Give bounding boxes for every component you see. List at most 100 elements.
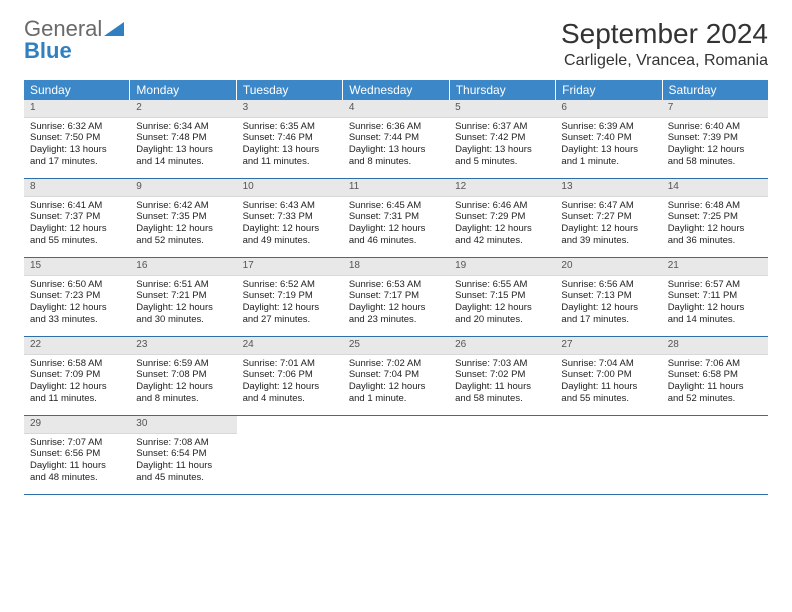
day-number: 28	[662, 337, 768, 355]
day-number: 12	[449, 179, 555, 197]
sunrise-line: Sunrise: 7:01 AM	[243, 358, 337, 370]
day-body: Sunrise: 6:51 AMSunset: 7:21 PMDaylight:…	[130, 276, 236, 333]
sunrise-line: Sunrise: 6:58 AM	[30, 358, 124, 370]
day-cell-empty	[343, 416, 449, 494]
sunrise-line: Sunrise: 6:37 AM	[455, 121, 549, 133]
day-body: Sunrise: 6:40 AMSunset: 7:39 PMDaylight:…	[662, 118, 768, 175]
day-cell: 8Sunrise: 6:41 AMSunset: 7:37 PMDaylight…	[24, 179, 130, 257]
day-body: Sunrise: 6:56 AMSunset: 7:13 PMDaylight:…	[555, 276, 661, 333]
weekday-header: Tuesday	[237, 80, 343, 100]
sunrise-line: Sunrise: 7:03 AM	[455, 358, 549, 370]
sunrise-line: Sunrise: 6:52 AM	[243, 279, 337, 291]
daylight-line: Daylight: 13 hours and 8 minutes.	[349, 144, 443, 168]
day-number: 22	[24, 337, 130, 355]
day-cell-empty	[555, 416, 661, 494]
daylight-line: Daylight: 13 hours and 5 minutes.	[455, 144, 549, 168]
sunrise-line: Sunrise: 6:39 AM	[561, 121, 655, 133]
day-cell: 19Sunrise: 6:55 AMSunset: 7:15 PMDayligh…	[449, 258, 555, 336]
daylight-line: Daylight: 12 hours and 17 minutes.	[561, 302, 655, 326]
day-cell: 6Sunrise: 6:39 AMSunset: 7:40 PMDaylight…	[555, 100, 661, 178]
weekday-header: Sunday	[24, 80, 130, 100]
sunset-line: Sunset: 7:35 PM	[136, 211, 230, 223]
day-number: 6	[555, 100, 661, 118]
sunrise-line: Sunrise: 6:36 AM	[349, 121, 443, 133]
sunset-line: Sunset: 7:09 PM	[30, 369, 124, 381]
sunrise-line: Sunrise: 7:07 AM	[30, 437, 124, 449]
daylight-line: Daylight: 11 hours and 55 minutes.	[561, 381, 655, 405]
sunrise-line: Sunrise: 7:06 AM	[668, 358, 762, 370]
day-body: Sunrise: 6:53 AMSunset: 7:17 PMDaylight:…	[343, 276, 449, 333]
day-number: 7	[662, 100, 768, 118]
day-body: Sunrise: 6:47 AMSunset: 7:27 PMDaylight:…	[555, 197, 661, 254]
day-cell: 12Sunrise: 6:46 AMSunset: 7:29 PMDayligh…	[449, 179, 555, 257]
day-cell-empty	[237, 416, 343, 494]
sunrise-line: Sunrise: 7:08 AM	[136, 437, 230, 449]
logo-triangle-icon	[104, 20, 124, 36]
day-cell: 9Sunrise: 6:42 AMSunset: 7:35 PMDaylight…	[130, 179, 236, 257]
day-number: 17	[237, 258, 343, 276]
sunset-line: Sunset: 6:54 PM	[136, 448, 230, 460]
daylight-line: Daylight: 12 hours and 11 minutes.	[30, 381, 124, 405]
day-number: 29	[24, 416, 130, 434]
day-cell: 14Sunrise: 6:48 AMSunset: 7:25 PMDayligh…	[662, 179, 768, 257]
day-body: Sunrise: 7:01 AMSunset: 7:06 PMDaylight:…	[237, 355, 343, 412]
sunrise-line: Sunrise: 7:02 AM	[349, 358, 443, 370]
day-number: 5	[449, 100, 555, 118]
daylight-line: Daylight: 13 hours and 1 minute.	[561, 144, 655, 168]
day-body: Sunrise: 6:57 AMSunset: 7:11 PMDaylight:…	[662, 276, 768, 333]
daylight-line: Daylight: 12 hours and 23 minutes.	[349, 302, 443, 326]
week-row: 22Sunrise: 6:58 AMSunset: 7:09 PMDayligh…	[24, 337, 768, 416]
day-cell: 23Sunrise: 6:59 AMSunset: 7:08 PMDayligh…	[130, 337, 236, 415]
sunset-line: Sunset: 7:31 PM	[349, 211, 443, 223]
day-cell: 17Sunrise: 6:52 AMSunset: 7:19 PMDayligh…	[237, 258, 343, 336]
day-cell: 20Sunrise: 6:56 AMSunset: 7:13 PMDayligh…	[555, 258, 661, 336]
weekday-header: Monday	[130, 80, 236, 100]
sunset-line: Sunset: 7:42 PM	[455, 132, 549, 144]
sunset-line: Sunset: 7:11 PM	[668, 290, 762, 302]
sunset-line: Sunset: 7:33 PM	[243, 211, 337, 223]
page-title: September 2024	[561, 18, 768, 50]
sunset-line: Sunset: 7:13 PM	[561, 290, 655, 302]
day-body: Sunrise: 7:03 AMSunset: 7:02 PMDaylight:…	[449, 355, 555, 412]
day-body: Sunrise: 6:39 AMSunset: 7:40 PMDaylight:…	[555, 118, 661, 175]
day-cell: 24Sunrise: 7:01 AMSunset: 7:06 PMDayligh…	[237, 337, 343, 415]
sunset-line: Sunset: 7:39 PM	[668, 132, 762, 144]
day-number: 11	[343, 179, 449, 197]
week-row: 8Sunrise: 6:41 AMSunset: 7:37 PMDaylight…	[24, 179, 768, 258]
day-cell-empty	[662, 416, 768, 494]
sunset-line: Sunset: 7:17 PM	[349, 290, 443, 302]
sunrise-line: Sunrise: 6:51 AM	[136, 279, 230, 291]
day-body: Sunrise: 7:06 AMSunset: 6:58 PMDaylight:…	[662, 355, 768, 412]
daylight-line: Daylight: 12 hours and 33 minutes.	[30, 302, 124, 326]
week-row: 29Sunrise: 7:07 AMSunset: 6:56 PMDayligh…	[24, 416, 768, 495]
daylight-line: Daylight: 12 hours and 20 minutes.	[455, 302, 549, 326]
day-body: Sunrise: 6:50 AMSunset: 7:23 PMDaylight:…	[24, 276, 130, 333]
sunset-line: Sunset: 7:19 PM	[243, 290, 337, 302]
sunset-line: Sunset: 6:56 PM	[30, 448, 124, 460]
day-number: 10	[237, 179, 343, 197]
day-number: 13	[555, 179, 661, 197]
daylight-line: Daylight: 12 hours and 14 minutes.	[668, 302, 762, 326]
daylight-line: Daylight: 12 hours and 46 minutes.	[349, 223, 443, 247]
day-cell: 10Sunrise: 6:43 AMSunset: 7:33 PMDayligh…	[237, 179, 343, 257]
day-cell: 29Sunrise: 7:07 AMSunset: 6:56 PMDayligh…	[24, 416, 130, 494]
day-cell: 2Sunrise: 6:34 AMSunset: 7:48 PMDaylight…	[130, 100, 236, 178]
day-body: Sunrise: 6:48 AMSunset: 7:25 PMDaylight:…	[662, 197, 768, 254]
daylight-line: Daylight: 12 hours and 58 minutes.	[668, 144, 762, 168]
sunset-line: Sunset: 7:48 PM	[136, 132, 230, 144]
day-cell: 28Sunrise: 7:06 AMSunset: 6:58 PMDayligh…	[662, 337, 768, 415]
sunset-line: Sunset: 7:06 PM	[243, 369, 337, 381]
day-cell-empty	[449, 416, 555, 494]
sunset-line: Sunset: 7:25 PM	[668, 211, 762, 223]
day-body: Sunrise: 6:36 AMSunset: 7:44 PMDaylight:…	[343, 118, 449, 175]
day-number: 26	[449, 337, 555, 355]
day-body: Sunrise: 6:46 AMSunset: 7:29 PMDaylight:…	[449, 197, 555, 254]
day-cell: 21Sunrise: 6:57 AMSunset: 7:11 PMDayligh…	[662, 258, 768, 336]
daylight-line: Daylight: 11 hours and 45 minutes.	[136, 460, 230, 484]
sunset-line: Sunset: 7:21 PM	[136, 290, 230, 302]
day-body: Sunrise: 7:07 AMSunset: 6:56 PMDaylight:…	[24, 434, 130, 491]
sunset-line: Sunset: 7:40 PM	[561, 132, 655, 144]
day-cell: 7Sunrise: 6:40 AMSunset: 7:39 PMDaylight…	[662, 100, 768, 178]
sunset-line: Sunset: 7:27 PM	[561, 211, 655, 223]
weekday-header: Thursday	[450, 80, 556, 100]
